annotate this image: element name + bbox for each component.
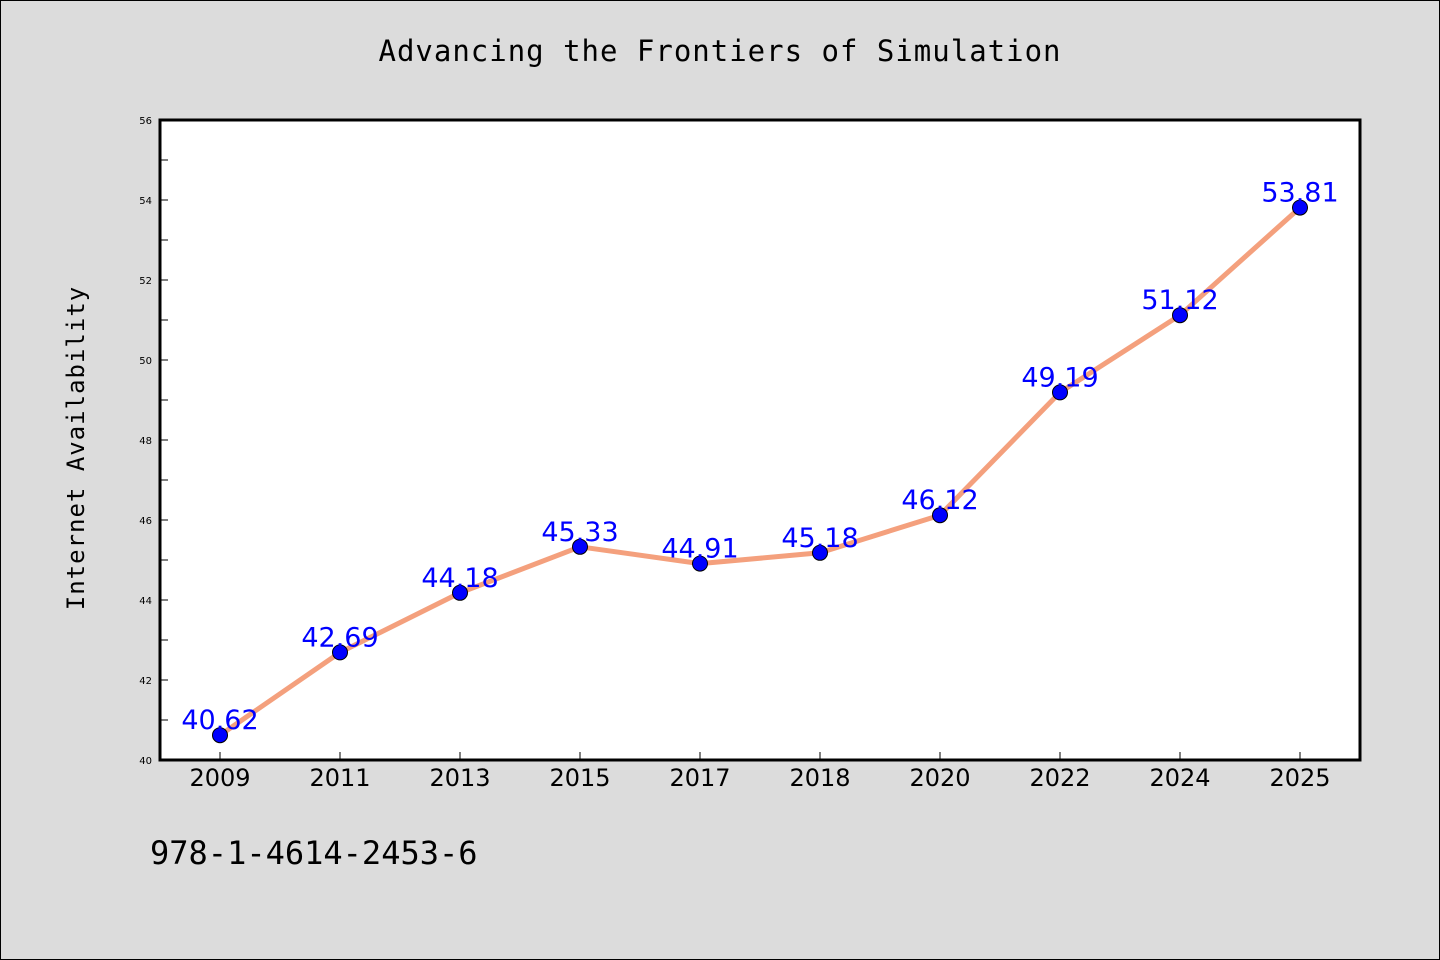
x-tick-label: 2020	[909, 764, 970, 792]
x-tick-label: 2025	[1269, 764, 1330, 792]
y-tick-label: 56	[139, 116, 152, 127]
data-point	[212, 727, 228, 744]
y-axis: 40 42 44 46 48 50 52 54 56	[139, 116, 168, 767]
data-label: 45.33	[541, 517, 618, 548]
y-tick-label: 44	[139, 596, 152, 607]
data-label: 44.18	[421, 563, 498, 594]
data-label: 40.62	[181, 705, 258, 736]
y-tick-label: 42	[139, 676, 152, 687]
data-label: 46.12	[901, 485, 978, 516]
data-point	[1172, 307, 1188, 324]
y-tick-label: 48	[139, 436, 152, 447]
plot-area	[158, 118, 1362, 762]
x-tick-label: 2015	[549, 764, 610, 792]
y-tick-label: 40	[139, 756, 152, 767]
chart-title: Advancing the Frontiers of Simulation	[378, 34, 1062, 68]
x-tick-label: 2022	[1029, 764, 1090, 792]
data-label: 45.18	[781, 523, 858, 554]
x-tick-label: 2018	[789, 764, 850, 792]
isbn-footnote: 978-1-4614-2453-6	[150, 834, 478, 872]
data-label: 44.91	[661, 534, 738, 565]
x-tick-label: 2009	[189, 764, 250, 792]
data-label: 49.19	[1021, 362, 1098, 393]
data-point	[812, 544, 828, 561]
data-point	[452, 584, 468, 601]
data-point	[932, 507, 948, 524]
data-label: 51.12	[1141, 285, 1218, 316]
y-tick-label: 46	[139, 516, 152, 527]
y-tick-label: 52	[139, 276, 152, 287]
data-point	[572, 538, 588, 555]
x-tick-label: 2017	[669, 764, 730, 792]
data-point	[1052, 384, 1068, 401]
data-point	[1292, 199, 1308, 216]
data-label: 42.69	[301, 622, 378, 653]
data-label: 53.81	[1261, 178, 1338, 209]
x-axis: 2009 2011 2013 2015 2017 2018 2020 2022 2024 2025	[189, 752, 1331, 792]
y-tick-label: 54	[139, 196, 152, 207]
x-tick-label: 2011	[309, 764, 370, 792]
x-tick-label: 2013	[429, 764, 490, 792]
data-point	[692, 555, 708, 572]
data-labels: 40.62 42.69 44.18 45.33 44.91 45.18 46.12 49.19…	[181, 178, 1338, 737]
series-line	[218, 205, 1302, 738]
data-markers	[212, 199, 1308, 744]
data-point	[332, 644, 348, 661]
y-tick-label: 50	[139, 356, 152, 367]
x-tick-label: 2024	[1149, 764, 1210, 792]
